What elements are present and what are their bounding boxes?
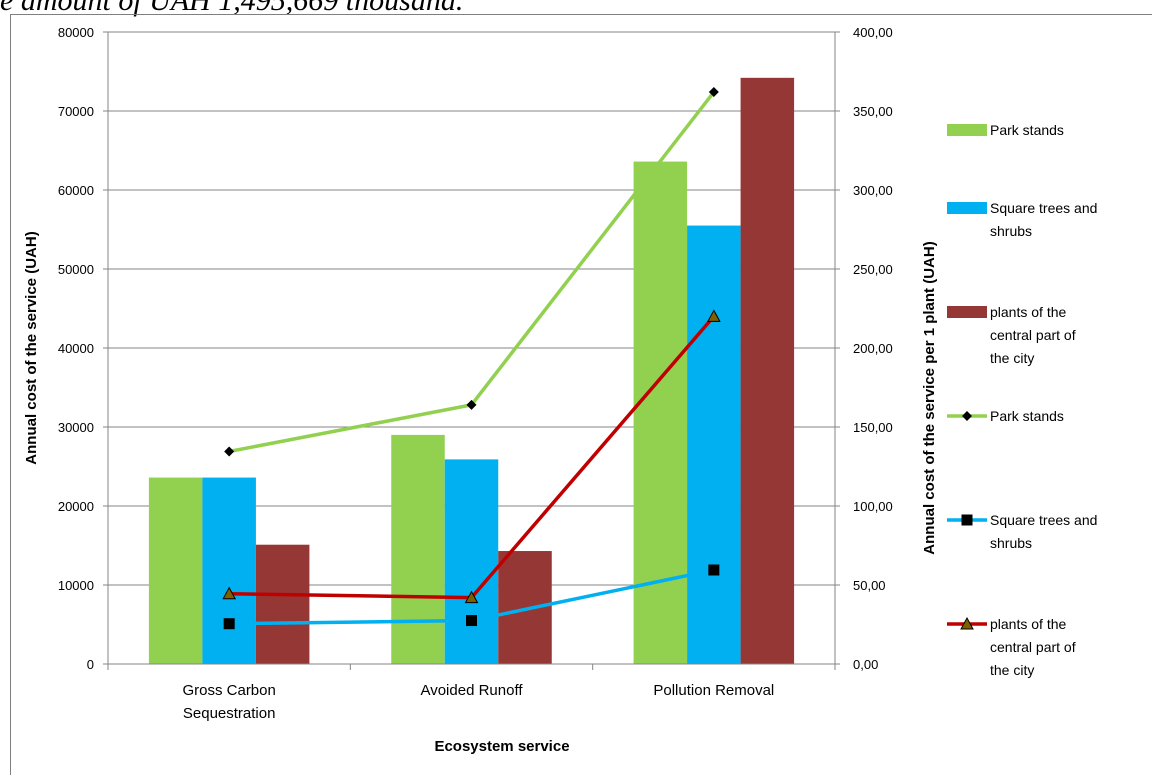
y2-tick-label: 50,00 [853, 578, 886, 593]
legend-label: Park stands [990, 122, 1064, 138]
bar [740, 77, 795, 664]
category-label: Pollution Removal [653, 682, 774, 699]
category-label: Gross Carbon [182, 682, 275, 699]
triangle-marker [222, 586, 237, 600]
header-text-fragment: e amount of UAH 1,495,669 thousand. [0, 0, 464, 17]
legend-label: plants of the [990, 616, 1066, 632]
triangle-marker [960, 616, 974, 630]
diamond-marker [962, 411, 972, 421]
y2-tick-label: 200,00 [853, 341, 893, 356]
category-label: Sequestration [183, 705, 276, 722]
y-axis-title: Annual cost of the service (UAH) [23, 231, 40, 464]
bar [148, 477, 203, 664]
y2-tick-label: 0,00 [853, 657, 878, 672]
y-tick-label: 0 [87, 657, 94, 672]
triangle-marker [464, 590, 479, 604]
chart-frame [10, 14, 1152, 775]
bar [633, 161, 688, 664]
legend-swatch [947, 306, 987, 318]
y-tick-label: 20000 [58, 499, 94, 514]
y-tick-label: 30000 [58, 420, 94, 435]
legend-label: central part of [990, 327, 1076, 343]
y2-tick-label: 250,00 [853, 262, 893, 277]
diamond-marker [466, 399, 477, 410]
legend-swatch [947, 124, 987, 136]
triangle-marker [706, 309, 721, 322]
bar [202, 477, 256, 664]
bar [444, 459, 499, 664]
legend-label: plants of the [990, 304, 1066, 320]
y-tick-label: 60000 [58, 183, 94, 198]
legend-label: the city [990, 662, 1034, 678]
legend-label: shrubs [990, 535, 1032, 551]
legend-label: Square trees and [990, 200, 1097, 216]
legend-label: the city [990, 350, 1034, 366]
diamond-marker [708, 87, 719, 98]
square-marker [708, 564, 720, 576]
y-tick-label: 70000 [58, 104, 94, 119]
y2-tick-label: 400,00 [853, 25, 893, 40]
x-axis-title: Ecosystem service [434, 738, 569, 755]
y2-tick-label: 100,00 [853, 499, 893, 514]
y-tick-label: 80000 [58, 25, 94, 40]
y-tick-label: 40000 [58, 341, 94, 356]
bar [498, 551, 552, 664]
y2-tick-label: 300,00 [853, 183, 893, 198]
legend-label: Park stands [990, 408, 1064, 424]
y-tick-label: 10000 [58, 578, 94, 593]
legend-swatch [947, 202, 987, 214]
y2-tick-label: 150,00 [853, 420, 893, 435]
bar [687, 225, 741, 665]
y2-tick-label: 350,00 [853, 104, 893, 119]
square-marker [466, 615, 477, 627]
square-marker [961, 514, 973, 526]
diamond-marker [224, 446, 235, 457]
y2-axis-title: Annual cost of the service per 1 plant (… [921, 241, 938, 554]
legend-label: central part of [990, 639, 1076, 655]
y-tick-label: 50000 [58, 262, 94, 277]
category-label: Avoided Runoff [420, 682, 523, 699]
square-marker [223, 618, 235, 630]
legend-label: Square trees and [990, 512, 1097, 528]
legend-label: shrubs [990, 223, 1032, 239]
bar [255, 544, 310, 664]
bar [391, 434, 445, 664]
